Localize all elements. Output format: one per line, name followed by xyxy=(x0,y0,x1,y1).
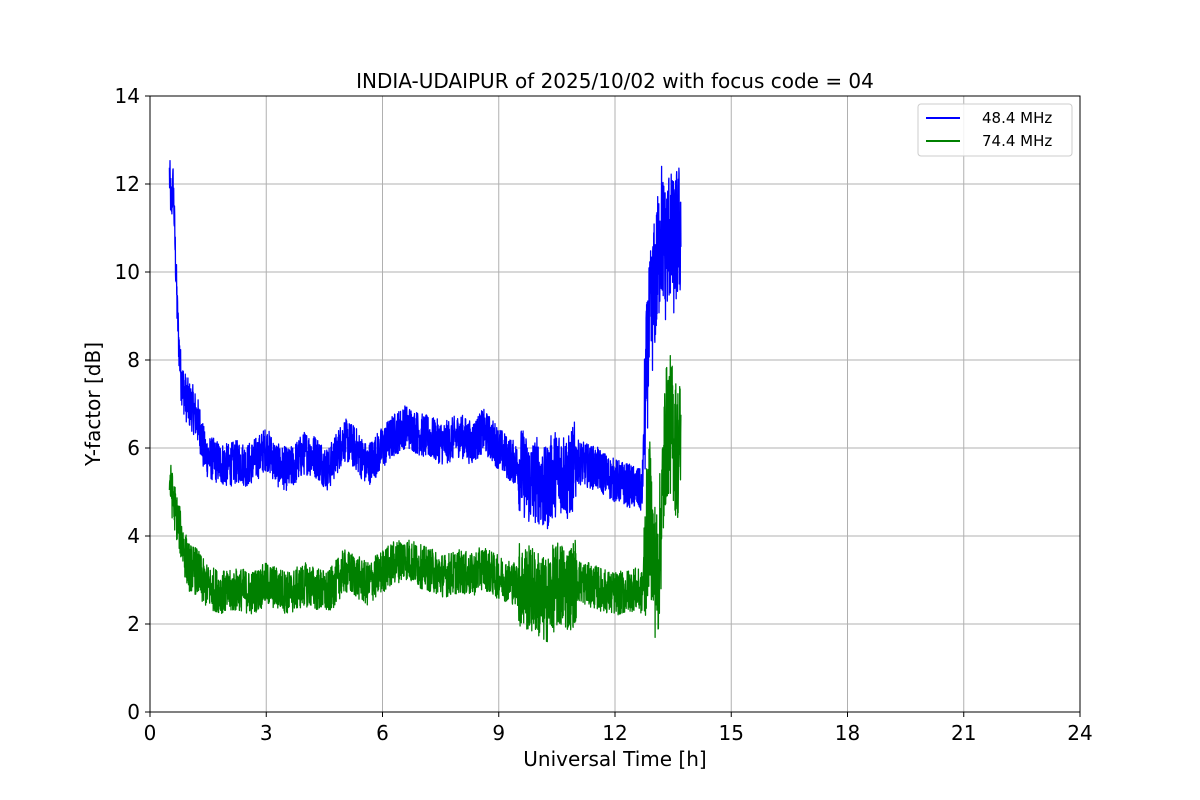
x-tick-label: 6 xyxy=(376,721,389,745)
y-tick-label: 6 xyxy=(127,436,140,460)
x-tick-label: 21 xyxy=(951,721,976,745)
y-tick-label: 0 xyxy=(127,700,140,724)
y-axis-label: Y-factor [dB] xyxy=(81,342,105,467)
legend-label-48-4-mhz: 48.4 MHz xyxy=(982,109,1052,127)
y-tick-label: 2 xyxy=(127,612,140,636)
y-tick-label: 10 xyxy=(115,260,140,284)
series-line-48-4-mhz xyxy=(168,159,682,530)
y-tick-label: 8 xyxy=(127,348,140,372)
x-tick-label: 18 xyxy=(835,721,860,745)
series-line-74-4-mhz xyxy=(168,354,682,643)
legend-label-74-4-mhz: 74.4 MHz xyxy=(982,132,1052,150)
y-tick-label: 12 xyxy=(115,172,140,196)
x-tick-label: 12 xyxy=(602,721,627,745)
legend: 48.4 MHz 74.4 MHz xyxy=(917,103,1073,157)
x-tick-label: 9 xyxy=(492,721,505,745)
y-tick-label: 4 xyxy=(127,524,140,548)
x-tick-label: 24 xyxy=(1067,721,1092,745)
x-axis-label: Universal Time [h] xyxy=(523,747,706,771)
x-tick-label: 3 xyxy=(260,721,273,745)
chart-title: INDIA-UDAIPUR of 2025/10/02 with focus c… xyxy=(356,69,874,93)
series-group xyxy=(168,159,682,643)
y-tick-label: 14 xyxy=(115,84,140,108)
x-tick-label: 15 xyxy=(719,721,744,745)
x-tick-label: 0 xyxy=(144,721,157,745)
